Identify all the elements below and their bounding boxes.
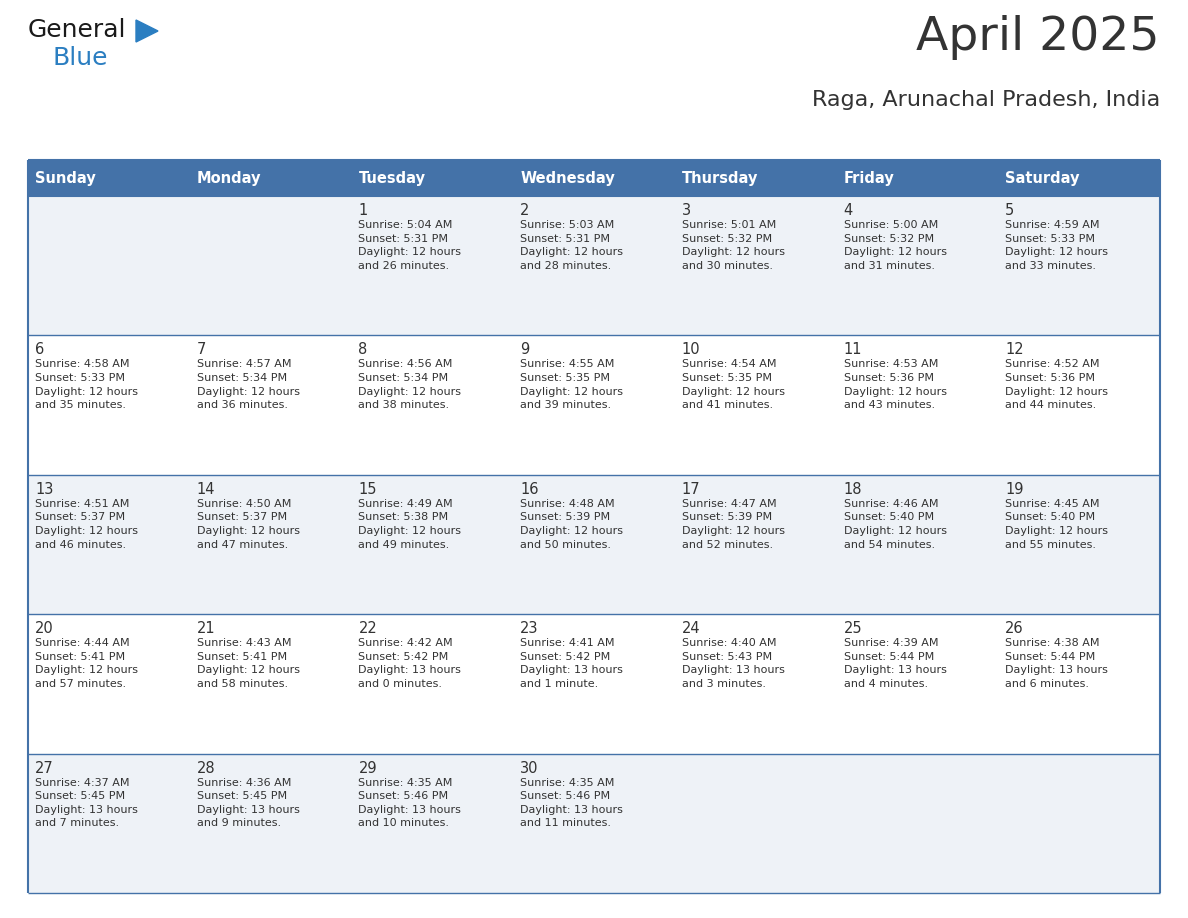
Text: Blue: Blue (53, 46, 108, 70)
Text: 12: 12 (1005, 342, 1024, 357)
Text: Wednesday: Wednesday (520, 171, 615, 185)
Bar (998, 160, 1159, 196)
Bar (675, 160, 836, 196)
Text: 24: 24 (682, 621, 701, 636)
Text: Sunrise: 4:41 AM
Sunset: 5:42 PM
Daylight: 13 hours
and 1 minute.: Sunrise: 4:41 AM Sunset: 5:42 PM Dayligh… (520, 638, 623, 689)
Text: 26: 26 (1005, 621, 1024, 636)
Text: 8: 8 (359, 342, 367, 357)
Text: 17: 17 (682, 482, 701, 497)
Text: 25: 25 (843, 621, 862, 636)
Text: 28: 28 (197, 761, 215, 776)
Text: Friday: Friday (843, 171, 895, 185)
Text: Sunrise: 4:43 AM
Sunset: 5:41 PM
Daylight: 12 hours
and 58 minutes.: Sunrise: 4:43 AM Sunset: 5:41 PM Dayligh… (197, 638, 299, 689)
Text: 16: 16 (520, 482, 538, 497)
Text: Sunrise: 4:52 AM
Sunset: 5:36 PM
Daylight: 12 hours
and 44 minutes.: Sunrise: 4:52 AM Sunset: 5:36 PM Dayligh… (1005, 360, 1108, 410)
Text: 19: 19 (1005, 482, 1024, 497)
Text: Sunrise: 4:54 AM
Sunset: 5:35 PM
Daylight: 12 hours
and 41 minutes.: Sunrise: 4:54 AM Sunset: 5:35 PM Dayligh… (682, 360, 785, 410)
Text: Sunrise: 4:48 AM
Sunset: 5:39 PM
Daylight: 12 hours
and 50 minutes.: Sunrise: 4:48 AM Sunset: 5:39 PM Dayligh… (520, 498, 624, 550)
Text: 18: 18 (843, 482, 862, 497)
Text: 14: 14 (197, 482, 215, 497)
Text: 22: 22 (359, 621, 377, 636)
Text: Monday: Monday (197, 171, 261, 185)
Text: Sunrise: 4:39 AM
Sunset: 5:44 PM
Daylight: 13 hours
and 4 minutes.: Sunrise: 4:39 AM Sunset: 5:44 PM Dayligh… (843, 638, 947, 689)
Bar (29, 614, 1159, 754)
Text: 2: 2 (520, 203, 530, 218)
Bar (29, 475, 1159, 614)
Text: April 2025: April 2025 (916, 15, 1159, 60)
Text: 11: 11 (843, 342, 862, 357)
Text: Sunrise: 5:03 AM
Sunset: 5:31 PM
Daylight: 12 hours
and 28 minutes.: Sunrise: 5:03 AM Sunset: 5:31 PM Dayligh… (520, 220, 624, 271)
Text: Sunrise: 4:46 AM
Sunset: 5:40 PM
Daylight: 12 hours
and 54 minutes.: Sunrise: 4:46 AM Sunset: 5:40 PM Dayligh… (843, 498, 947, 550)
Text: 5: 5 (1005, 203, 1015, 218)
Text: 30: 30 (520, 761, 538, 776)
Text: Sunrise: 4:35 AM
Sunset: 5:46 PM
Daylight: 13 hours
and 10 minutes.: Sunrise: 4:35 AM Sunset: 5:46 PM Dayligh… (359, 778, 461, 828)
Text: 7: 7 (197, 342, 206, 357)
Text: Sunrise: 5:01 AM
Sunset: 5:32 PM
Daylight: 12 hours
and 30 minutes.: Sunrise: 5:01 AM Sunset: 5:32 PM Dayligh… (682, 220, 785, 271)
Text: 1: 1 (359, 203, 367, 218)
Text: 9: 9 (520, 342, 530, 357)
Text: Sunrise: 5:00 AM
Sunset: 5:32 PM
Daylight: 12 hours
and 31 minutes.: Sunrise: 5:00 AM Sunset: 5:32 PM Dayligh… (843, 220, 947, 271)
Text: 4: 4 (843, 203, 853, 218)
Text: 23: 23 (520, 621, 538, 636)
Text: Sunrise: 5:04 AM
Sunset: 5:31 PM
Daylight: 12 hours
and 26 minutes.: Sunrise: 5:04 AM Sunset: 5:31 PM Dayligh… (359, 220, 461, 271)
Text: 13: 13 (34, 482, 53, 497)
Bar (513, 160, 675, 196)
Text: Sunrise: 4:59 AM
Sunset: 5:33 PM
Daylight: 12 hours
and 33 minutes.: Sunrise: 4:59 AM Sunset: 5:33 PM Dayligh… (1005, 220, 1108, 271)
Bar (29, 160, 190, 196)
Bar (29, 754, 1159, 893)
Text: Sunrise: 4:49 AM
Sunset: 5:38 PM
Daylight: 12 hours
and 49 minutes.: Sunrise: 4:49 AM Sunset: 5:38 PM Dayligh… (359, 498, 461, 550)
Text: Sunrise: 4:56 AM
Sunset: 5:34 PM
Daylight: 12 hours
and 38 minutes.: Sunrise: 4:56 AM Sunset: 5:34 PM Dayligh… (359, 360, 461, 410)
Text: 3: 3 (682, 203, 691, 218)
Text: Sunrise: 4:42 AM
Sunset: 5:42 PM
Daylight: 13 hours
and 0 minutes.: Sunrise: 4:42 AM Sunset: 5:42 PM Dayligh… (359, 638, 461, 689)
Text: Raga, Arunachal Pradesh, India: Raga, Arunachal Pradesh, India (811, 90, 1159, 110)
Text: Sunday: Sunday (34, 171, 96, 185)
Text: 20: 20 (34, 621, 53, 636)
Bar (836, 160, 998, 196)
Text: Sunrise: 4:36 AM
Sunset: 5:45 PM
Daylight: 13 hours
and 9 minutes.: Sunrise: 4:36 AM Sunset: 5:45 PM Dayligh… (197, 778, 299, 828)
Text: Sunrise: 4:58 AM
Sunset: 5:33 PM
Daylight: 12 hours
and 35 minutes.: Sunrise: 4:58 AM Sunset: 5:33 PM Dayligh… (34, 360, 138, 410)
Text: 27: 27 (34, 761, 53, 776)
Bar (29, 335, 1159, 475)
Text: Sunrise: 4:45 AM
Sunset: 5:40 PM
Daylight: 12 hours
and 55 minutes.: Sunrise: 4:45 AM Sunset: 5:40 PM Dayligh… (1005, 498, 1108, 550)
Text: Sunrise: 4:40 AM
Sunset: 5:43 PM
Daylight: 13 hours
and 3 minutes.: Sunrise: 4:40 AM Sunset: 5:43 PM Dayligh… (682, 638, 785, 689)
Text: Sunrise: 4:37 AM
Sunset: 5:45 PM
Daylight: 13 hours
and 7 minutes.: Sunrise: 4:37 AM Sunset: 5:45 PM Dayligh… (34, 778, 138, 828)
Text: General: General (29, 18, 126, 42)
Text: Tuesday: Tuesday (359, 171, 425, 185)
Text: Sunrise: 4:44 AM
Sunset: 5:41 PM
Daylight: 12 hours
and 57 minutes.: Sunrise: 4:44 AM Sunset: 5:41 PM Dayligh… (34, 638, 138, 689)
Text: 29: 29 (359, 761, 377, 776)
Text: Thursday: Thursday (682, 171, 758, 185)
Bar (29, 196, 1159, 335)
Text: Sunrise: 4:55 AM
Sunset: 5:35 PM
Daylight: 12 hours
and 39 minutes.: Sunrise: 4:55 AM Sunset: 5:35 PM Dayligh… (520, 360, 624, 410)
Bar (190, 160, 352, 196)
Text: 6: 6 (34, 342, 44, 357)
Text: Saturday: Saturday (1005, 171, 1080, 185)
Text: Sunrise: 4:35 AM
Sunset: 5:46 PM
Daylight: 13 hours
and 11 minutes.: Sunrise: 4:35 AM Sunset: 5:46 PM Dayligh… (520, 778, 623, 828)
Text: Sunrise: 4:38 AM
Sunset: 5:44 PM
Daylight: 13 hours
and 6 minutes.: Sunrise: 4:38 AM Sunset: 5:44 PM Dayligh… (1005, 638, 1108, 689)
Text: Sunrise: 4:47 AM
Sunset: 5:39 PM
Daylight: 12 hours
and 52 minutes.: Sunrise: 4:47 AM Sunset: 5:39 PM Dayligh… (682, 498, 785, 550)
Text: 21: 21 (197, 621, 215, 636)
Text: Sunrise: 4:53 AM
Sunset: 5:36 PM
Daylight: 12 hours
and 43 minutes.: Sunrise: 4:53 AM Sunset: 5:36 PM Dayligh… (843, 360, 947, 410)
Text: 15: 15 (359, 482, 377, 497)
Polygon shape (135, 20, 158, 42)
Text: Sunrise: 4:50 AM
Sunset: 5:37 PM
Daylight: 12 hours
and 47 minutes.: Sunrise: 4:50 AM Sunset: 5:37 PM Dayligh… (197, 498, 299, 550)
Bar (352, 160, 513, 196)
Text: Sunrise: 4:57 AM
Sunset: 5:34 PM
Daylight: 12 hours
and 36 minutes.: Sunrise: 4:57 AM Sunset: 5:34 PM Dayligh… (197, 360, 299, 410)
Text: Sunrise: 4:51 AM
Sunset: 5:37 PM
Daylight: 12 hours
and 46 minutes.: Sunrise: 4:51 AM Sunset: 5:37 PM Dayligh… (34, 498, 138, 550)
Text: 10: 10 (682, 342, 701, 357)
